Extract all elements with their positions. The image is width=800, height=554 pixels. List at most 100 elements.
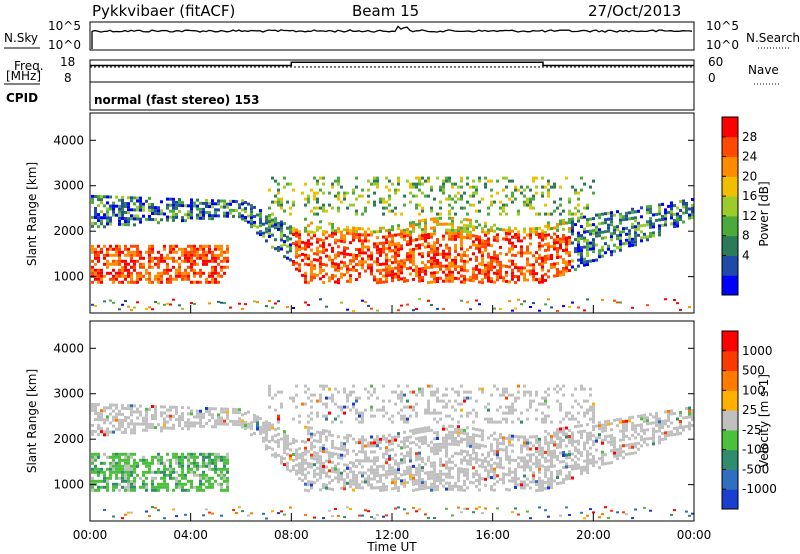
heatmap-cell xyxy=(544,260,547,264)
heatmap-cell xyxy=(403,469,406,473)
heatmap-cell xyxy=(154,206,157,210)
heatmap-cell xyxy=(484,405,487,409)
heatmap-cell xyxy=(334,256,337,260)
heatmap-cell xyxy=(148,467,151,471)
heatmap-cell xyxy=(334,446,337,450)
heatmap-cell xyxy=(262,439,265,443)
heatmap-cell xyxy=(211,214,214,218)
heatmap-cell xyxy=(169,464,172,468)
heatmap-cell xyxy=(511,241,514,245)
heatmap-cell xyxy=(133,485,136,489)
heatmap-cell xyxy=(322,176,325,180)
heatmap-cell xyxy=(163,482,166,486)
heatmap-cell xyxy=(415,223,418,227)
heatmap-cell xyxy=(166,262,169,266)
heatmap-cell xyxy=(664,208,667,212)
heatmap-cell xyxy=(664,431,667,435)
heatmap-cell xyxy=(139,220,142,224)
heatmap-cell xyxy=(322,203,325,207)
heatmap-cell xyxy=(226,256,229,260)
heatmap-cell xyxy=(388,469,391,473)
heatmap-cell xyxy=(658,429,661,433)
heatmap-cell xyxy=(352,229,355,233)
heatmap-cell xyxy=(580,249,583,253)
heatmap-cell xyxy=(484,242,487,246)
heatmap-cell xyxy=(187,265,190,269)
heatmap-cell xyxy=(454,258,457,262)
heatmap-cell xyxy=(568,254,571,257)
heatmap-cell xyxy=(406,384,409,388)
heatmap-cell xyxy=(199,421,202,425)
heatmap-cell xyxy=(151,259,154,263)
heatmap-cell xyxy=(430,235,433,239)
heatmap-cell xyxy=(532,206,535,210)
heatmap-cell xyxy=(331,273,334,277)
heatmap-cell xyxy=(472,225,475,229)
heatmap-cell xyxy=(319,396,322,400)
heatmap-cell xyxy=(475,427,478,431)
heatmap-cell xyxy=(424,438,427,442)
heatmap-cell xyxy=(670,207,673,211)
heatmap-cell xyxy=(277,444,280,448)
heatmap-cell xyxy=(529,242,532,246)
heatmap-cell xyxy=(436,437,439,440)
heatmap-cell xyxy=(139,485,142,489)
heatmap-cell xyxy=(334,274,337,278)
heatmap-cell xyxy=(352,191,355,195)
heatmap-cell xyxy=(391,270,394,274)
heatmap-cell xyxy=(535,462,538,466)
heatmap-cell xyxy=(301,258,304,262)
heatmap-cell xyxy=(289,225,292,229)
heatmap-cell xyxy=(487,454,490,458)
heatmap-cell xyxy=(328,487,331,491)
heatmap-cell xyxy=(397,233,400,237)
heatmap-cell xyxy=(118,198,121,202)
heatmap-cell xyxy=(541,452,544,456)
heatmap-cell xyxy=(421,427,424,431)
heatmap-cell xyxy=(475,460,478,464)
heatmap-cell xyxy=(169,467,172,471)
heatmap-cell xyxy=(469,185,472,189)
heatmap-cell xyxy=(586,438,589,442)
heatmap-cell xyxy=(322,447,325,450)
heatmap-cell xyxy=(424,230,427,234)
heatmap-cell xyxy=(613,445,616,449)
heatmap-cell xyxy=(466,224,469,228)
heatmap-cell xyxy=(160,411,163,415)
heatmap-cell xyxy=(196,461,199,465)
heatmap-cell xyxy=(118,244,121,248)
heatmap-cell xyxy=(550,486,553,489)
heatmap-cell xyxy=(601,254,604,258)
heatmap-cell xyxy=(475,469,478,473)
heatmap-cell xyxy=(163,303,166,306)
heatmap-cell xyxy=(505,445,508,449)
heatmap-cell xyxy=(439,185,442,189)
heatmap-cell xyxy=(583,447,586,451)
heatmap-cell xyxy=(277,191,280,195)
heatmap-cell xyxy=(559,472,562,476)
heatmap-cell xyxy=(205,250,208,254)
y-tick-label: 3000 xyxy=(53,179,84,193)
heatmap-cell xyxy=(304,256,307,260)
heatmap-cell xyxy=(598,255,601,259)
heatmap-cell xyxy=(163,485,166,489)
heatmap-cell xyxy=(460,458,463,462)
heatmap-cell xyxy=(448,264,451,268)
heatmap-cell xyxy=(352,226,355,230)
heatmap-cell xyxy=(151,476,154,480)
heatmap-cell xyxy=(148,208,151,212)
heatmap-cell xyxy=(169,414,172,418)
heatmap-cell xyxy=(334,402,337,406)
heatmap-cell xyxy=(187,256,190,260)
heatmap-cell xyxy=(625,422,628,426)
heatmap-cell xyxy=(460,244,463,248)
heatmap-cell xyxy=(211,265,214,269)
heatmap-cell xyxy=(205,479,208,483)
heatmap-cell xyxy=(532,266,535,270)
heatmap-cell xyxy=(448,194,451,198)
heatmap-cell xyxy=(133,452,136,456)
heatmap-cell xyxy=(631,240,634,244)
heatmap-cell xyxy=(115,452,118,456)
colorbar-segment xyxy=(722,469,738,490)
heatmap-cell xyxy=(334,507,337,510)
